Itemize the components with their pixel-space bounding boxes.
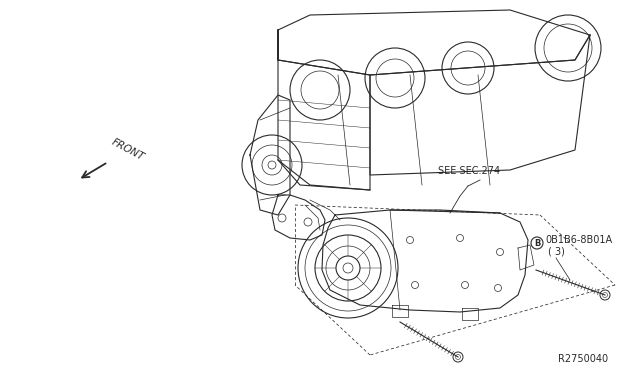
Text: SEE SEC.274: SEE SEC.274 — [438, 166, 500, 176]
Text: B: B — [534, 238, 540, 247]
Text: FRONT: FRONT — [110, 137, 146, 162]
Text: ( 3): ( 3) — [548, 247, 565, 257]
Circle shape — [531, 237, 543, 249]
Text: 0B1B6-8B01A: 0B1B6-8B01A — [545, 235, 612, 245]
Text: R2750040: R2750040 — [558, 354, 608, 364]
